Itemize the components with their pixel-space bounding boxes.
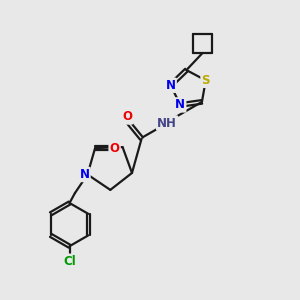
Text: O: O bbox=[110, 142, 120, 154]
Text: S: S bbox=[202, 74, 210, 87]
Text: N: N bbox=[166, 79, 176, 92]
Text: N: N bbox=[175, 98, 185, 111]
Text: Cl: Cl bbox=[63, 255, 76, 268]
Text: NH: NH bbox=[157, 116, 177, 130]
Text: N: N bbox=[80, 168, 89, 181]
Text: O: O bbox=[122, 110, 132, 124]
